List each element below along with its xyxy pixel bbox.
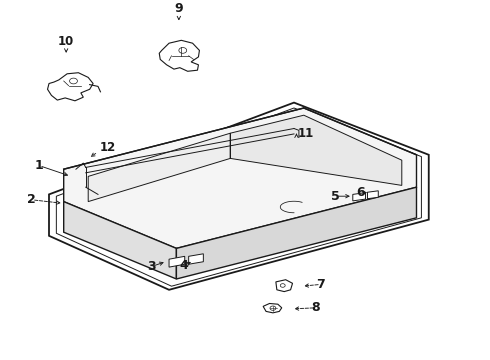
Polygon shape	[88, 133, 230, 202]
Text: 3: 3	[147, 260, 156, 273]
Polygon shape	[169, 256, 185, 267]
Polygon shape	[263, 303, 282, 313]
Polygon shape	[276, 280, 293, 292]
Polygon shape	[176, 187, 416, 279]
Text: 9: 9	[174, 3, 183, 15]
Polygon shape	[159, 40, 199, 71]
Text: 8: 8	[312, 301, 320, 314]
Circle shape	[270, 306, 276, 310]
Circle shape	[179, 48, 187, 53]
Text: 4: 4	[179, 259, 188, 272]
Polygon shape	[368, 191, 378, 199]
Polygon shape	[64, 202, 176, 279]
Text: 10: 10	[58, 35, 74, 48]
Polygon shape	[230, 115, 402, 185]
Polygon shape	[353, 193, 366, 201]
Polygon shape	[189, 254, 203, 264]
Circle shape	[280, 284, 285, 287]
Text: 6: 6	[356, 186, 365, 199]
Text: 11: 11	[298, 127, 315, 140]
Text: 7: 7	[317, 278, 325, 291]
Text: 12: 12	[99, 141, 116, 154]
Text: 5: 5	[331, 190, 340, 203]
Circle shape	[70, 78, 77, 84]
Text: 1: 1	[35, 159, 44, 172]
Text: 2: 2	[27, 193, 36, 206]
Polygon shape	[64, 108, 416, 248]
Polygon shape	[48, 73, 93, 101]
